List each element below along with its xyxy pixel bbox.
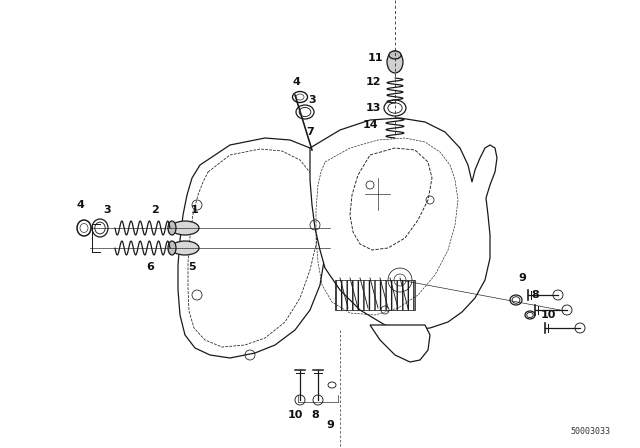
Text: 8: 8 [311, 410, 319, 420]
Text: 7: 7 [306, 127, 314, 137]
Ellipse shape [387, 51, 403, 73]
Text: 13: 13 [365, 103, 381, 113]
Ellipse shape [168, 221, 176, 235]
Text: 8: 8 [531, 290, 539, 300]
Bar [335, 280, 415, 310]
Text: 2: 2 [151, 205, 159, 215]
Text: 4: 4 [292, 77, 300, 87]
Ellipse shape [171, 221, 199, 235]
Polygon shape [370, 325, 430, 362]
Text: 10: 10 [287, 410, 303, 420]
Text: 5: 5 [188, 262, 196, 272]
Ellipse shape [168, 241, 176, 255]
Polygon shape [178, 138, 332, 358]
Polygon shape [310, 118, 497, 330]
Text: 3: 3 [308, 95, 316, 105]
Ellipse shape [171, 241, 199, 255]
Text: 4: 4 [76, 200, 84, 210]
Ellipse shape [389, 51, 401, 59]
Text: 10: 10 [540, 310, 556, 320]
Text: 14: 14 [363, 120, 379, 130]
Text: 9: 9 [326, 420, 334, 430]
Text: 6: 6 [146, 262, 154, 272]
Text: 3: 3 [103, 205, 111, 215]
Text: 1: 1 [191, 205, 199, 215]
Text: 9: 9 [518, 273, 526, 283]
Text: 50003033: 50003033 [570, 427, 610, 436]
Text: 12: 12 [365, 77, 381, 87]
Text: 11: 11 [367, 53, 383, 63]
